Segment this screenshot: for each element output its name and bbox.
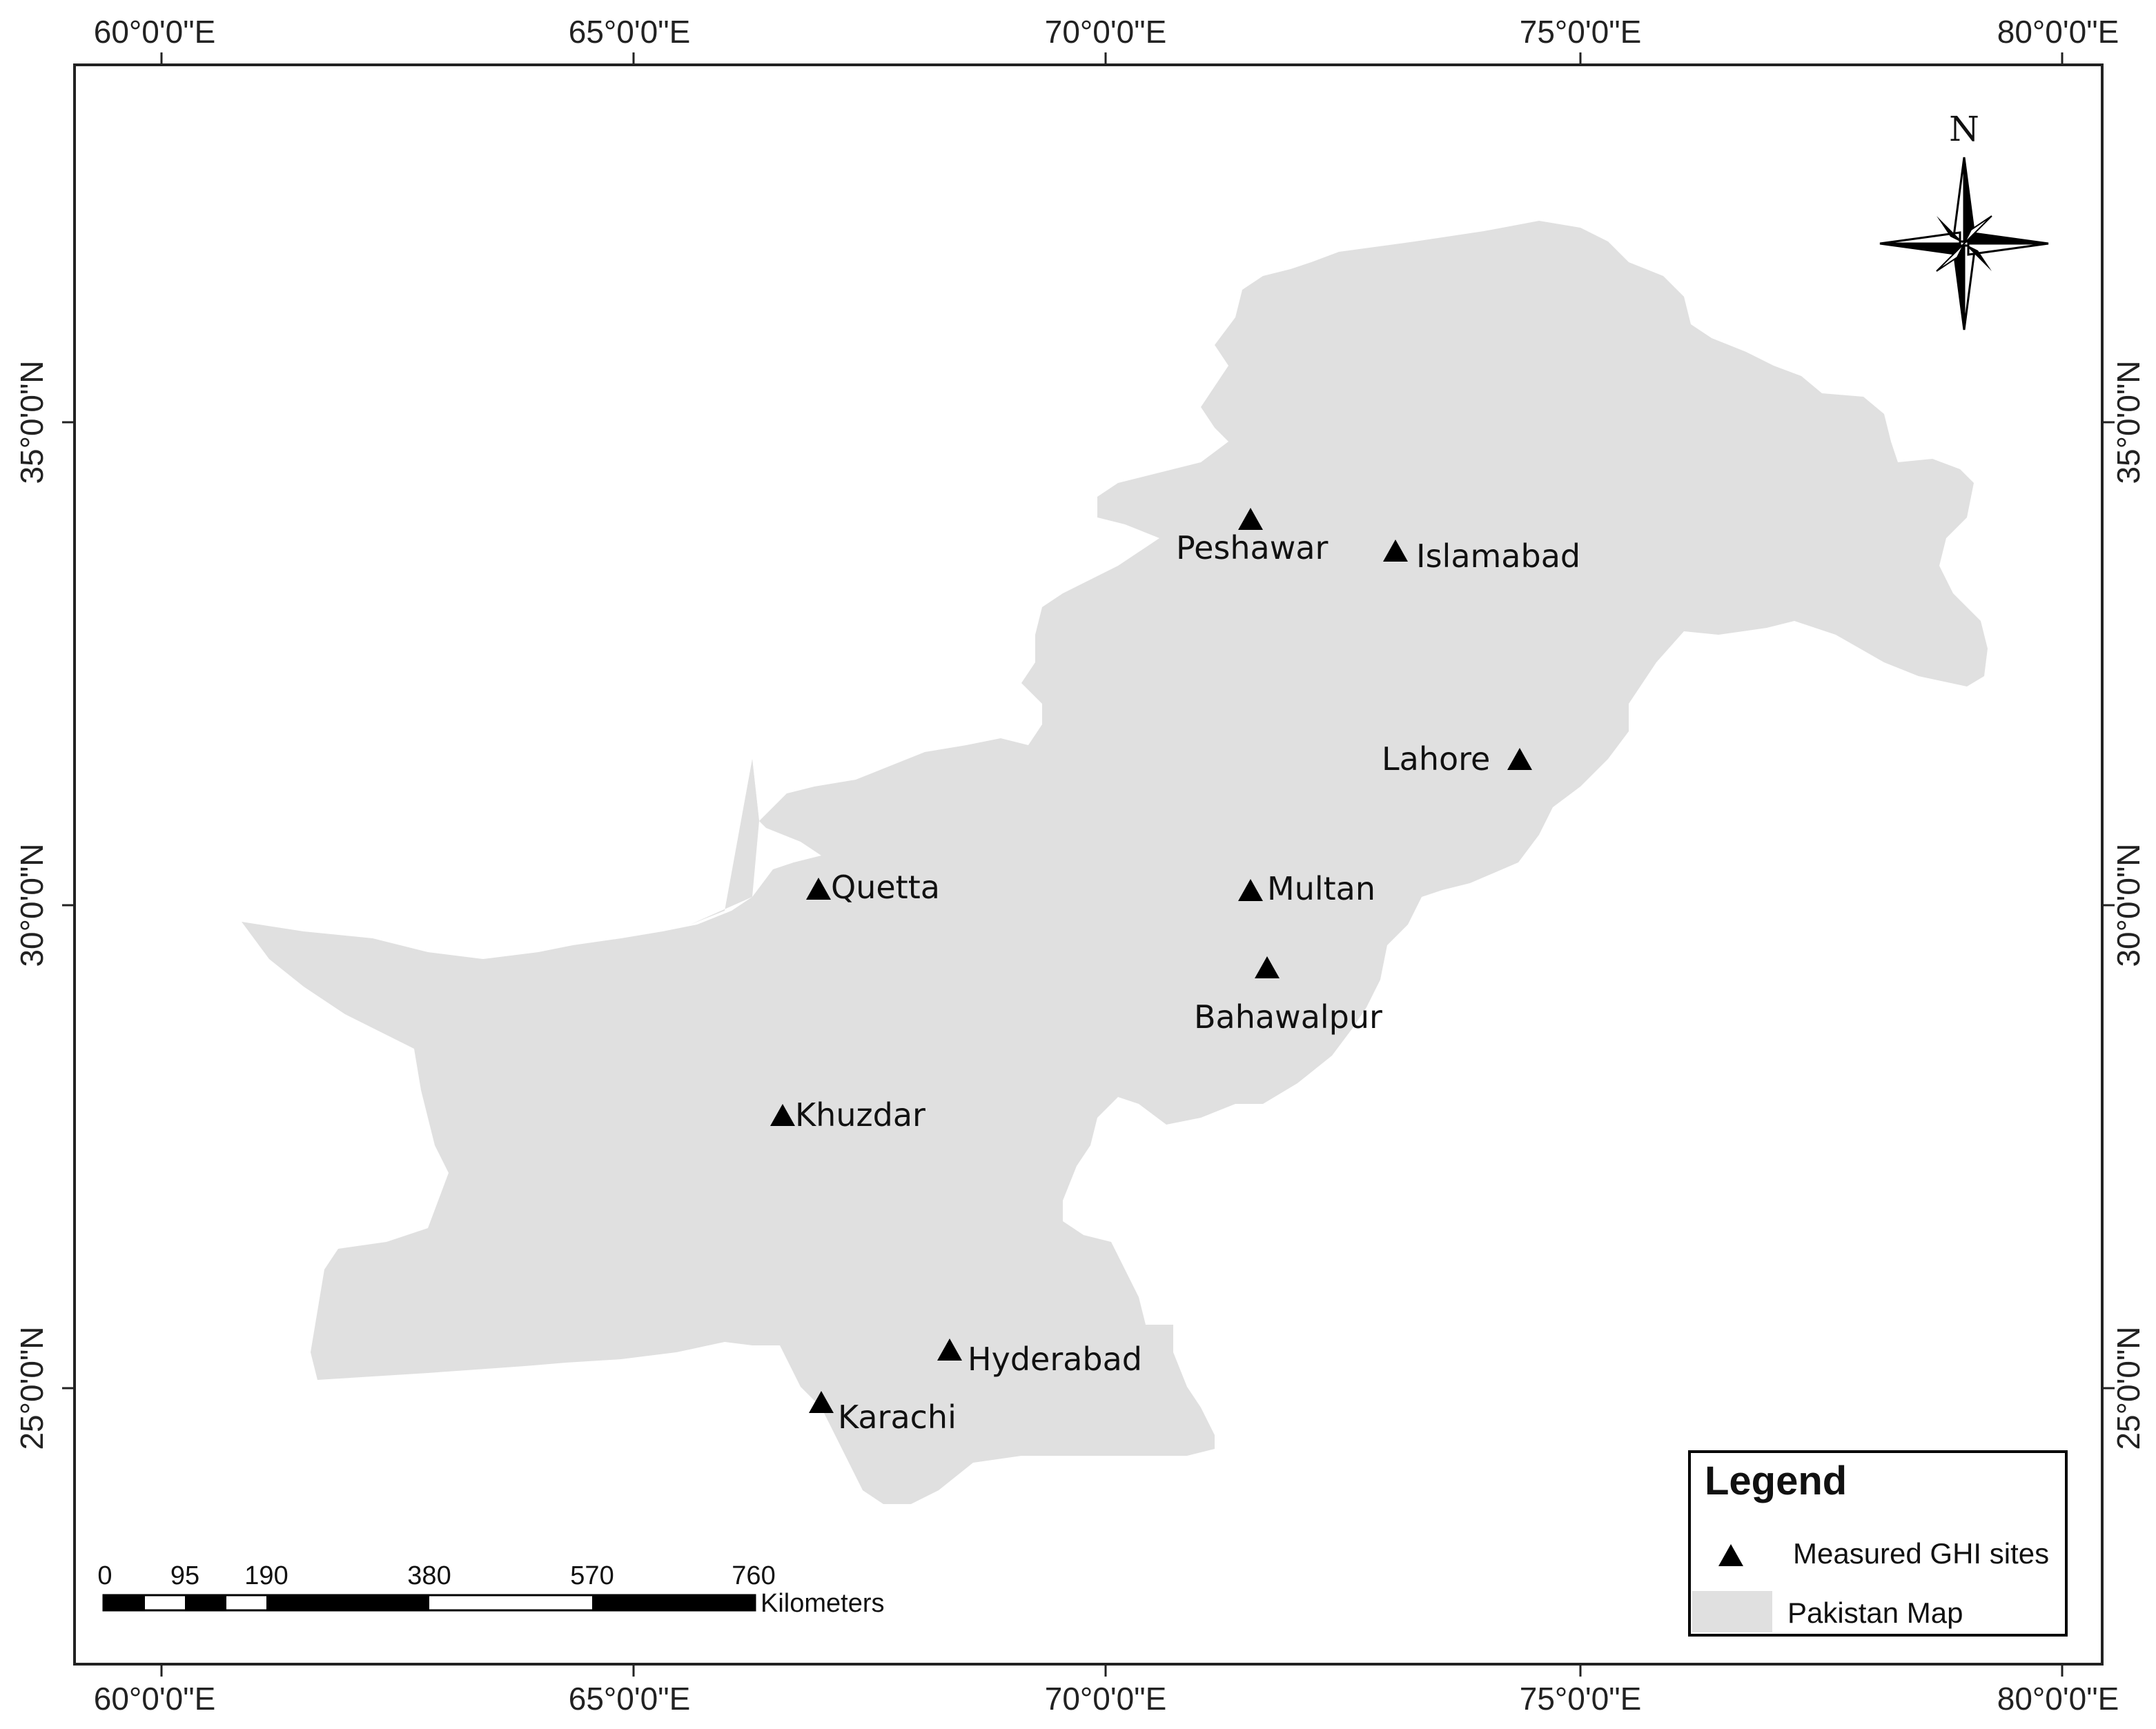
site-labels: Peshawar Islamabad Lahore Quetta Multan … — [795, 529, 1580, 1436]
lon-label-65-bottom: 65°0'0"E — [569, 1681, 691, 1717]
site-label-bahawalpur: Bahawalpur — [1194, 998, 1382, 1036]
site-label-peshawar: Peshawar — [1176, 529, 1329, 566]
triangle-marker-icon — [1718, 1544, 1743, 1566]
site-marker-hyderabad[interactable] — [937, 1338, 962, 1361]
lon-label-60-bottom: 60°0'0"E — [94, 1681, 216, 1717]
latitude-labels-right: 35°0'0"N 30°0'0"N 25°0'0"N — [2110, 360, 2146, 1450]
site-marker-quetta[interactable] — [806, 878, 831, 900]
site-label-khuzdar: Khuzdar — [795, 1096, 925, 1134]
site-label-lahore: Lahore — [1382, 740, 1490, 778]
north-arrow-icon: N — [1879, 109, 2049, 330]
gray-swatch — [1692, 1591, 1772, 1632]
lat-label-30-right: 30°0'0"N — [2110, 843, 2146, 967]
site-label-karachi: Karachi — [838, 1399, 957, 1436]
scale-tick-190: 190 — [244, 1561, 288, 1590]
legend-item-sites: Measured GHI sites — [1793, 1537, 2049, 1570]
lon-label-80-bottom: 80°0'0"E — [1997, 1681, 2119, 1717]
lon-label-80-top: 80°0'0"E — [1997, 14, 2119, 50]
scale-tick-95: 95 — [170, 1561, 199, 1590]
scale-tick-0: 0 — [97, 1561, 112, 1590]
site-marker-bahawalpur[interactable] — [1255, 956, 1280, 978]
lon-label-60-top: 60°0'0"E — [94, 14, 216, 50]
longitude-grid-ticks — [62, 52, 2115, 1677]
longitude-labels-top: 60°0'0"E 65°0'0"E 70°0'0"E 75°0'0"E 80°0… — [94, 14, 2119, 50]
lat-label-35-right: 35°0'0"N — [2110, 360, 2146, 484]
north-label: N — [1949, 109, 1979, 149]
scale-tick-570: 570 — [570, 1561, 614, 1590]
lon-label-70-top: 70°0'0"E — [1045, 14, 1167, 50]
lon-label-75-top: 75°0'0"E — [1520, 14, 1642, 50]
site-label-multan: Multan — [1267, 870, 1375, 907]
site-marker-multan[interactable] — [1238, 879, 1263, 901]
lon-label-65-top: 65°0'0"E — [569, 14, 691, 50]
lat-label-25-right: 25°0'0"N — [2110, 1326, 2146, 1450]
legend-title: Legend — [1705, 1459, 1847, 1503]
site-marker-karachi[interactable] — [809, 1391, 834, 1413]
legend-item-pakistan: Pakistan Map — [1787, 1597, 1963, 1629]
scale-unit-label: Kilometers — [761, 1589, 885, 1618]
site-label-quetta: Quetta — [831, 869, 940, 906]
site-markers — [770, 508, 1532, 1413]
scale-tick-760: 760 — [732, 1561, 775, 1590]
scale-bar: 0 95 190 380 570 760 Kilometers — [97, 1561, 884, 1618]
site-marker-islamabad[interactable] — [1383, 540, 1408, 562]
site-label-hyderabad: Hyderabad — [968, 1341, 1142, 1378]
site-marker-lahore[interactable] — [1507, 748, 1532, 770]
longitude-labels-bottom: 60°0'0"E 65°0'0"E 70°0'0"E 75°0'0"E 80°0… — [94, 1681, 2119, 1717]
lat-label-30-left: 30°0'0"N — [14, 843, 50, 967]
site-label-islamabad: Islamabad — [1416, 537, 1580, 575]
scale-tick-380: 380 — [407, 1561, 451, 1590]
latitude-labels-left: 35°0'0"N 30°0'0"N 25°0'0"N — [14, 360, 50, 1450]
site-marker-peshawar[interactable] — [1238, 508, 1263, 530]
lon-label-75-bottom: 75°0'0"E — [1520, 1681, 1642, 1717]
pakistan-landmass-west — [690, 759, 759, 925]
lon-label-70-bottom: 70°0'0"E — [1045, 1681, 1167, 1717]
pakistan-landmass — [242, 221, 1988, 1504]
lat-label-35-left: 35°0'0"N — [14, 360, 50, 484]
lat-label-25-left: 25°0'0"N — [14, 1326, 50, 1450]
legend: Legend Measured GHI sites Pakistan Map — [1688, 1450, 2068, 1637]
site-marker-khuzdar[interactable] — [770, 1104, 795, 1126]
